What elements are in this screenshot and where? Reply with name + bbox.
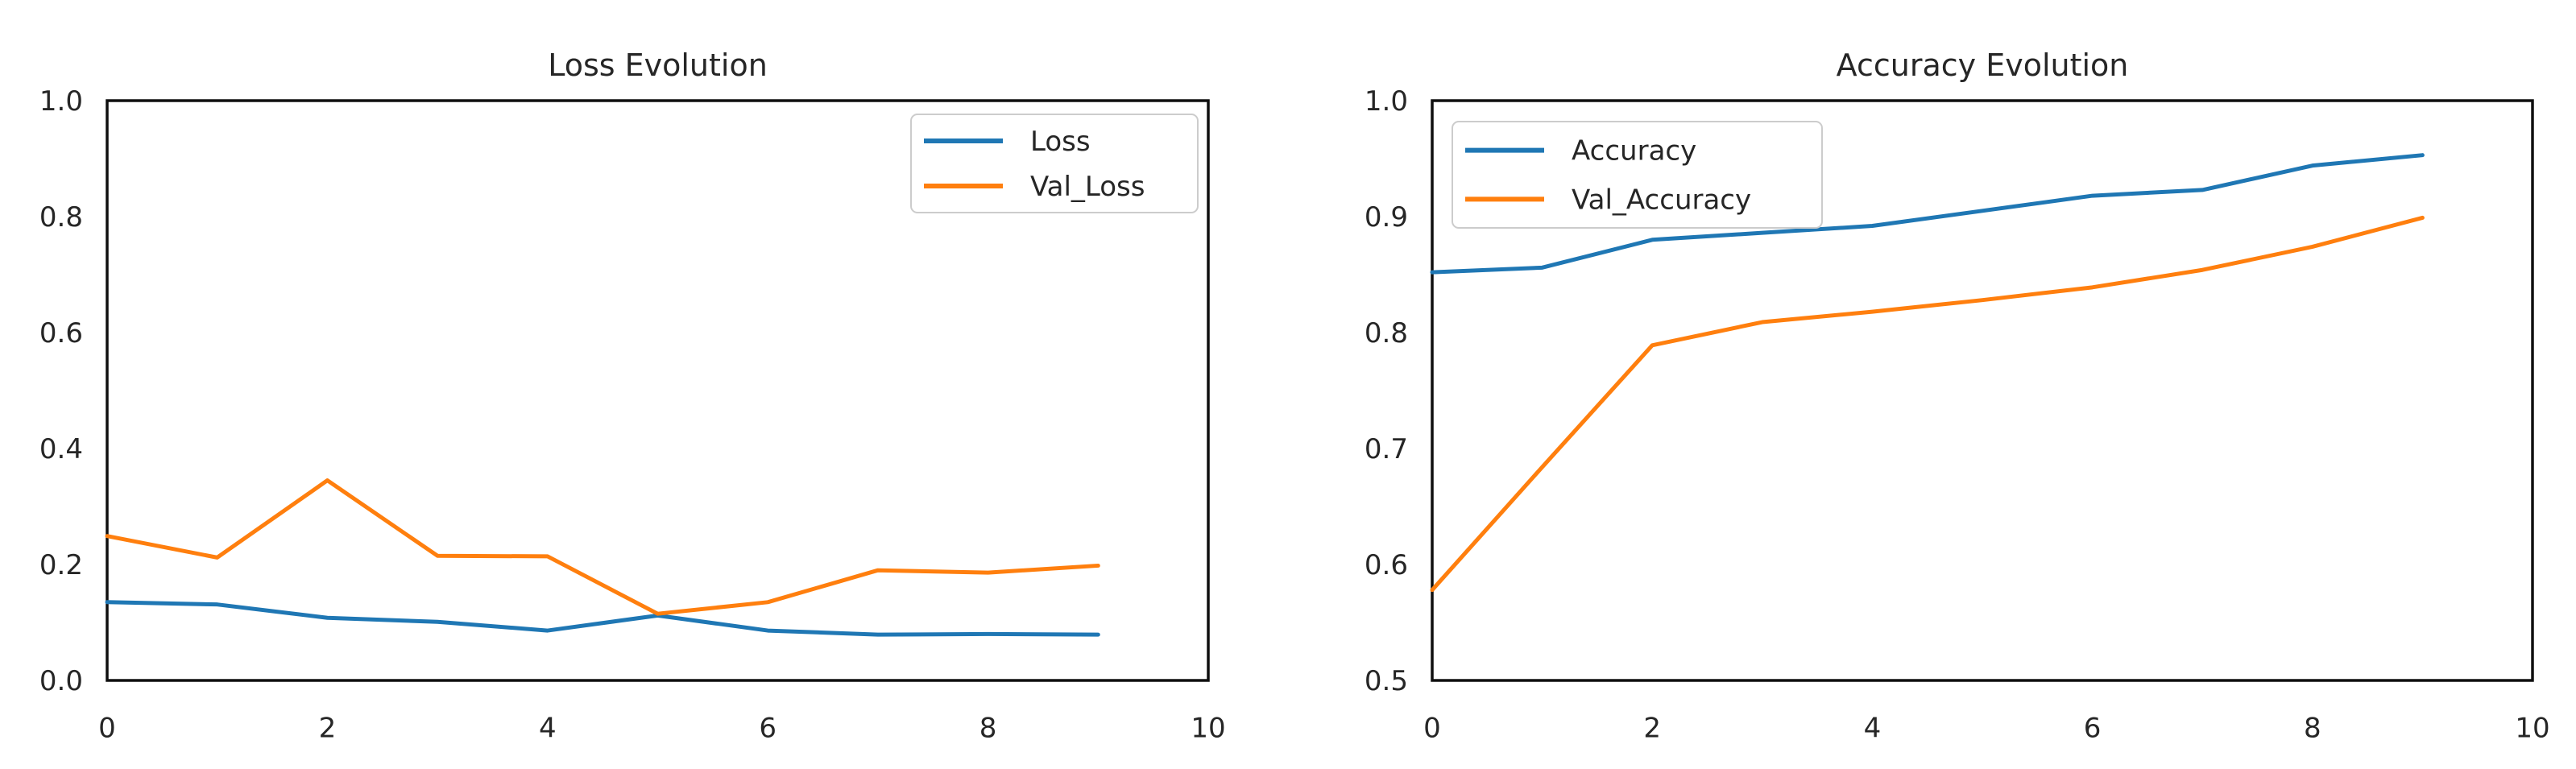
axes-box [1431,99,2534,682]
loss-line [105,600,1100,637]
loss-plot-title: Loss Evolution [548,48,768,83]
y-tick-label: 0.9 [1365,201,1408,234]
x-tick-label: 2 [1643,712,1661,744]
y-tick-label: 0.4 [39,433,83,465]
y-tick-label: 0.5 [1365,665,1408,697]
accuracy-line [1430,153,2425,275]
legend-item-label: Loss [1030,126,1091,158]
x-tick-label: 4 [1864,712,1882,744]
x-tick-label: 0 [98,712,116,744]
axes-box [106,99,1210,682]
accuracy-plot-title: Accuracy Evolution [1836,48,2129,83]
x-tick-label: 2 [319,712,337,744]
legend-item-label: Val_Accuracy [1572,184,1751,216]
y-tick-label: 1.0 [39,85,83,118]
y-tick-label: 1.0 [1365,85,1408,118]
x-tick-label: 0 [1423,712,1441,744]
val_accuracy-line [1430,215,2425,593]
y-tick-label: 0.6 [1365,549,1408,581]
y-tick-label: 0.0 [39,665,83,697]
y-tick-label: 0.8 [1365,317,1408,349]
x-tick-label: 6 [759,712,777,744]
x-tick-label: 10 [1191,712,1225,744]
x-tick-label: 8 [979,712,997,744]
y-tick-label: 0.6 [39,317,83,349]
legend-box [1452,121,1823,229]
y-tick-label: 0.2 [39,549,83,581]
y-tick-label: 0.7 [1365,433,1408,465]
legend-item-label: Val_Loss [1030,171,1145,203]
legend-item-label: Accuracy [1572,135,1696,167]
x-tick-label: 6 [2084,712,2102,744]
x-tick-label: 10 [2515,712,2549,744]
y-tick-label: 0.8 [39,201,83,234]
val_loss-line [105,478,1100,616]
x-tick-label: 4 [539,712,557,744]
x-tick-label: 8 [2304,712,2321,744]
